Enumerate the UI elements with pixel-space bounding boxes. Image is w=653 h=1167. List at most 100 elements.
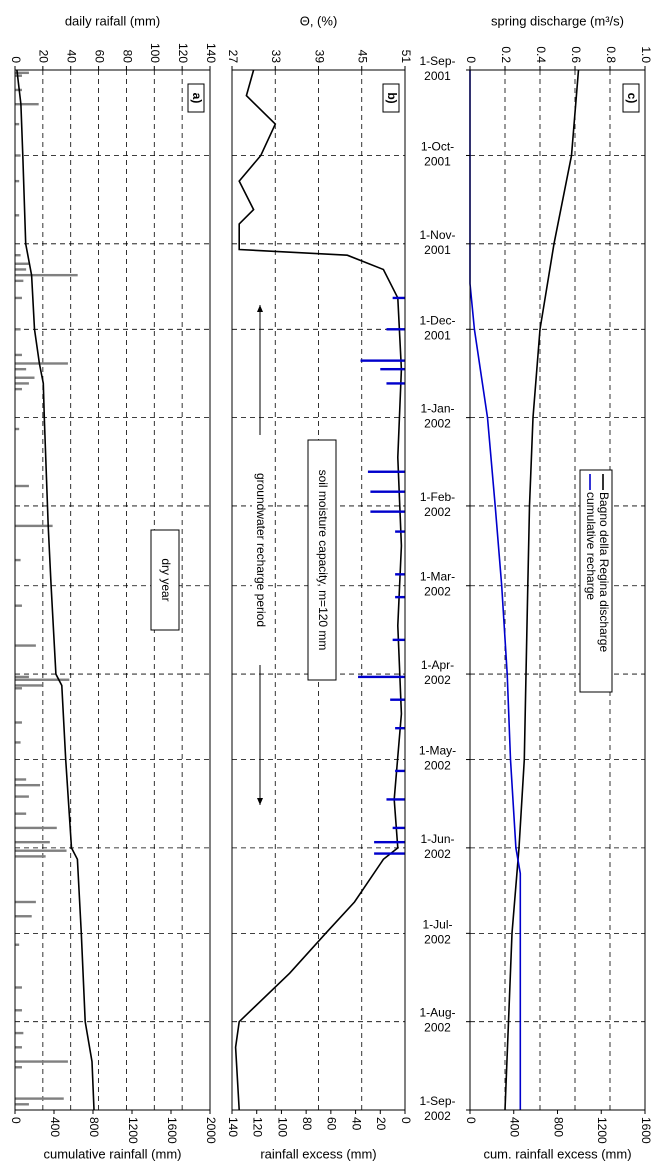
bar [15, 387, 22, 391]
date-tick-label: 1-Jan-2002 [420, 402, 454, 431]
date-tick-label: 1-May-2002 [419, 744, 456, 773]
date-tick-label: 1-Nov-2001 [419, 228, 455, 257]
bar [15, 687, 22, 690]
date-tick-label: 1-Aug-2002 [419, 1006, 455, 1035]
bar [367, 470, 405, 473]
bar [15, 604, 22, 607]
bar [15, 484, 29, 488]
bar [15, 71, 29, 75]
date-tick-label: 1-Jul-2002 [422, 918, 452, 947]
x-tick-label: 0.2 [499, 46, 513, 63]
bar [395, 769, 405, 773]
bar [15, 1009, 22, 1012]
bar [15, 675, 29, 679]
x-tick-label: 40 [65, 50, 79, 64]
x2-tick-label: 100 [275, 1117, 289, 1137]
bar [15, 367, 27, 371]
bar [15, 812, 27, 815]
bar [15, 783, 41, 787]
date-tick-label: 1-Apr-2002 [421, 658, 454, 687]
x2-tick-label: 1200 [126, 1117, 140, 1144]
bar [15, 254, 21, 257]
x2-tick-label: 2000 [204, 1117, 218, 1144]
bar [15, 328, 21, 331]
x2-tick-label: 1600 [639, 1117, 653, 1144]
bar [15, 524, 53, 528]
bar [15, 795, 29, 798]
x2-tick-label: 1200 [595, 1117, 609, 1144]
date-tick-label: 1-Feb-2002 [420, 490, 455, 519]
line [16, 69, 95, 1111]
date-tick-label: 1-Dec-2001 [419, 313, 455, 342]
date-tick-label: 1-Sep-2001 [419, 54, 455, 83]
x2-tick-label: 0 [464, 1117, 478, 1124]
x-tick-label: 0.6 [569, 46, 583, 63]
bar [386, 382, 405, 385]
bar [15, 74, 22, 77]
bar [15, 558, 21, 562]
bar [15, 900, 36, 904]
x2-tick-label: 1600 [165, 1117, 179, 1144]
bar [15, 296, 22, 300]
x-tick-label: 0.4 [534, 46, 548, 63]
bar [395, 595, 405, 599]
bar [15, 678, 70, 681]
bar [15, 826, 57, 830]
bar [15, 721, 22, 724]
bar [15, 849, 67, 852]
bar [15, 273, 78, 277]
x2-tick-label: 400 [508, 1117, 522, 1137]
x-tick-label: 1.0 [639, 46, 653, 63]
annotation: groundwater recharge period [254, 473, 268, 627]
bar [15, 943, 20, 946]
bar [358, 675, 405, 679]
bar [15, 102, 39, 106]
bar [15, 741, 21, 744]
bar [15, 268, 27, 271]
x2-tick-label: 20 [374, 1117, 388, 1131]
x-tick-label: 39 [312, 50, 326, 64]
annotation-box [307, 439, 337, 681]
x-tick-label: 120 [176, 43, 190, 63]
legend-label: Bagno della Regina discharge [597, 492, 611, 652]
x-tick-label: 0 [464, 56, 478, 63]
date-tick-label: 1-Sep-2002 [419, 1094, 455, 1123]
x2-tick-label: 120 [251, 1117, 265, 1137]
x-axis-title: Θ, (%) [300, 13, 338, 28]
plot-frame [469, 69, 646, 1111]
bar [15, 1103, 29, 1106]
date-tick-label: 1-Mar-2002 [420, 570, 455, 599]
line [504, 69, 580, 1111]
line [469, 70, 522, 1110]
bar [15, 1046, 22, 1049]
bar [15, 644, 36, 647]
bar [395, 573, 405, 576]
panel-label: c) [625, 93, 639, 104]
bar [15, 427, 20, 431]
bar [15, 376, 35, 379]
x2-tick-label: 800 [551, 1117, 565, 1137]
bar [395, 726, 405, 730]
bar [15, 353, 22, 357]
line [234, 69, 403, 1111]
annotation: dry year [159, 558, 173, 601]
x-tick-label: 51 [399, 50, 413, 64]
x2-axis-title: rainfall excess (mm) [260, 1146, 376, 1161]
x-tick-label: 140 [204, 43, 218, 63]
x-tick-label: 100 [148, 43, 162, 63]
annotation-bg [252, 435, 268, 665]
x2-tick-label: 60 [325, 1117, 339, 1131]
x-axis-title: spring discharge (m³/s) [491, 13, 624, 28]
x2-tick-label: 140 [226, 1117, 240, 1137]
x-tick-label: 27 [226, 50, 240, 64]
date-tick-label: 1-Jun-2002 [420, 832, 454, 861]
bar [15, 855, 46, 858]
bar [15, 262, 29, 265]
bar [15, 362, 68, 365]
bar [392, 638, 405, 642]
x2-tick-label: 0 [9, 1117, 23, 1124]
x-tick-label: 33 [269, 50, 283, 64]
x-axis-title: daily raifall (mm) [65, 13, 160, 28]
panel-label-box [382, 83, 400, 113]
x-tick-label: 60 [92, 50, 106, 64]
